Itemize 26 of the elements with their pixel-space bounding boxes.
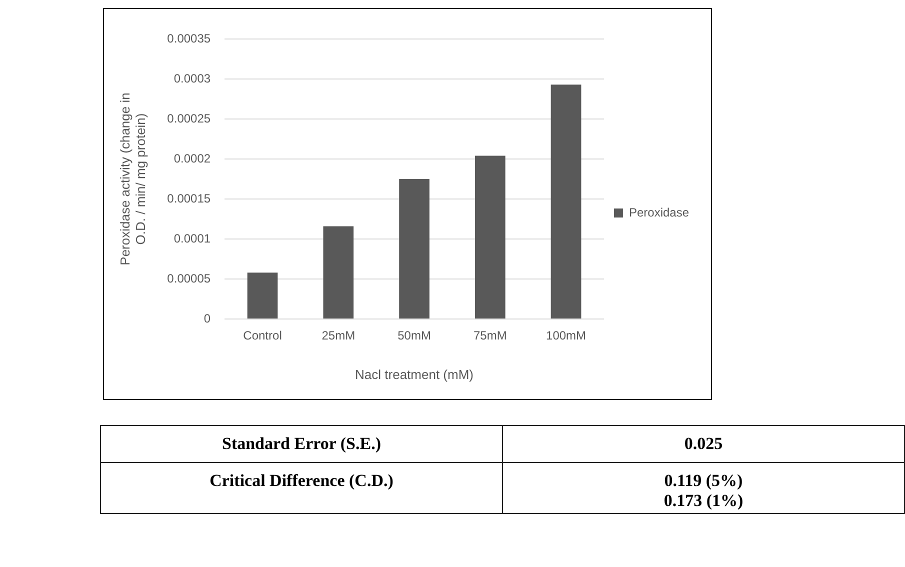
bar [550, 84, 582, 318]
x-tick-label: 25mM [322, 328, 356, 343]
y-tick-label: 0.00035 [167, 31, 211, 46]
legend-label: Peroxidase [628, 205, 690, 220]
x-axis-title: Nacl treatment (mM) [355, 366, 474, 382]
bar [323, 226, 354, 318]
y-tick-label: 0 [204, 311, 211, 326]
y-tick-label: 0.0001 [174, 231, 211, 246]
y-tick-label: 0.00015 [167, 191, 211, 206]
text: Standard Error (S.E.) [100, 426, 502, 462]
y-tick-label: 0.00025 [167, 111, 211, 126]
bar [247, 272, 278, 318]
text: 0.173 (1%) [662, 491, 744, 511]
text: 0.119 (5%) [663, 471, 744, 491]
y-tick-label: 0.00005 [167, 271, 211, 286]
bar [399, 179, 430, 318]
x-tick-label: Control [243, 328, 282, 343]
text: Critical Difference (C.D.) [100, 462, 502, 514]
x-tick-label: 50mM [398, 328, 431, 343]
y-tick-label: 0.0002 [174, 151, 211, 166]
y-axis-title: Peroxidase activity (change in O.D. / min/ mg protein) [117, 92, 148, 266]
text: 0.025 [502, 426, 904, 462]
x-tick-label: 100mM [546, 328, 586, 343]
bar [474, 156, 506, 318]
x-tick-label: 75mM [473, 328, 507, 343]
y-tick-label: 0.0003 [174, 71, 211, 86]
